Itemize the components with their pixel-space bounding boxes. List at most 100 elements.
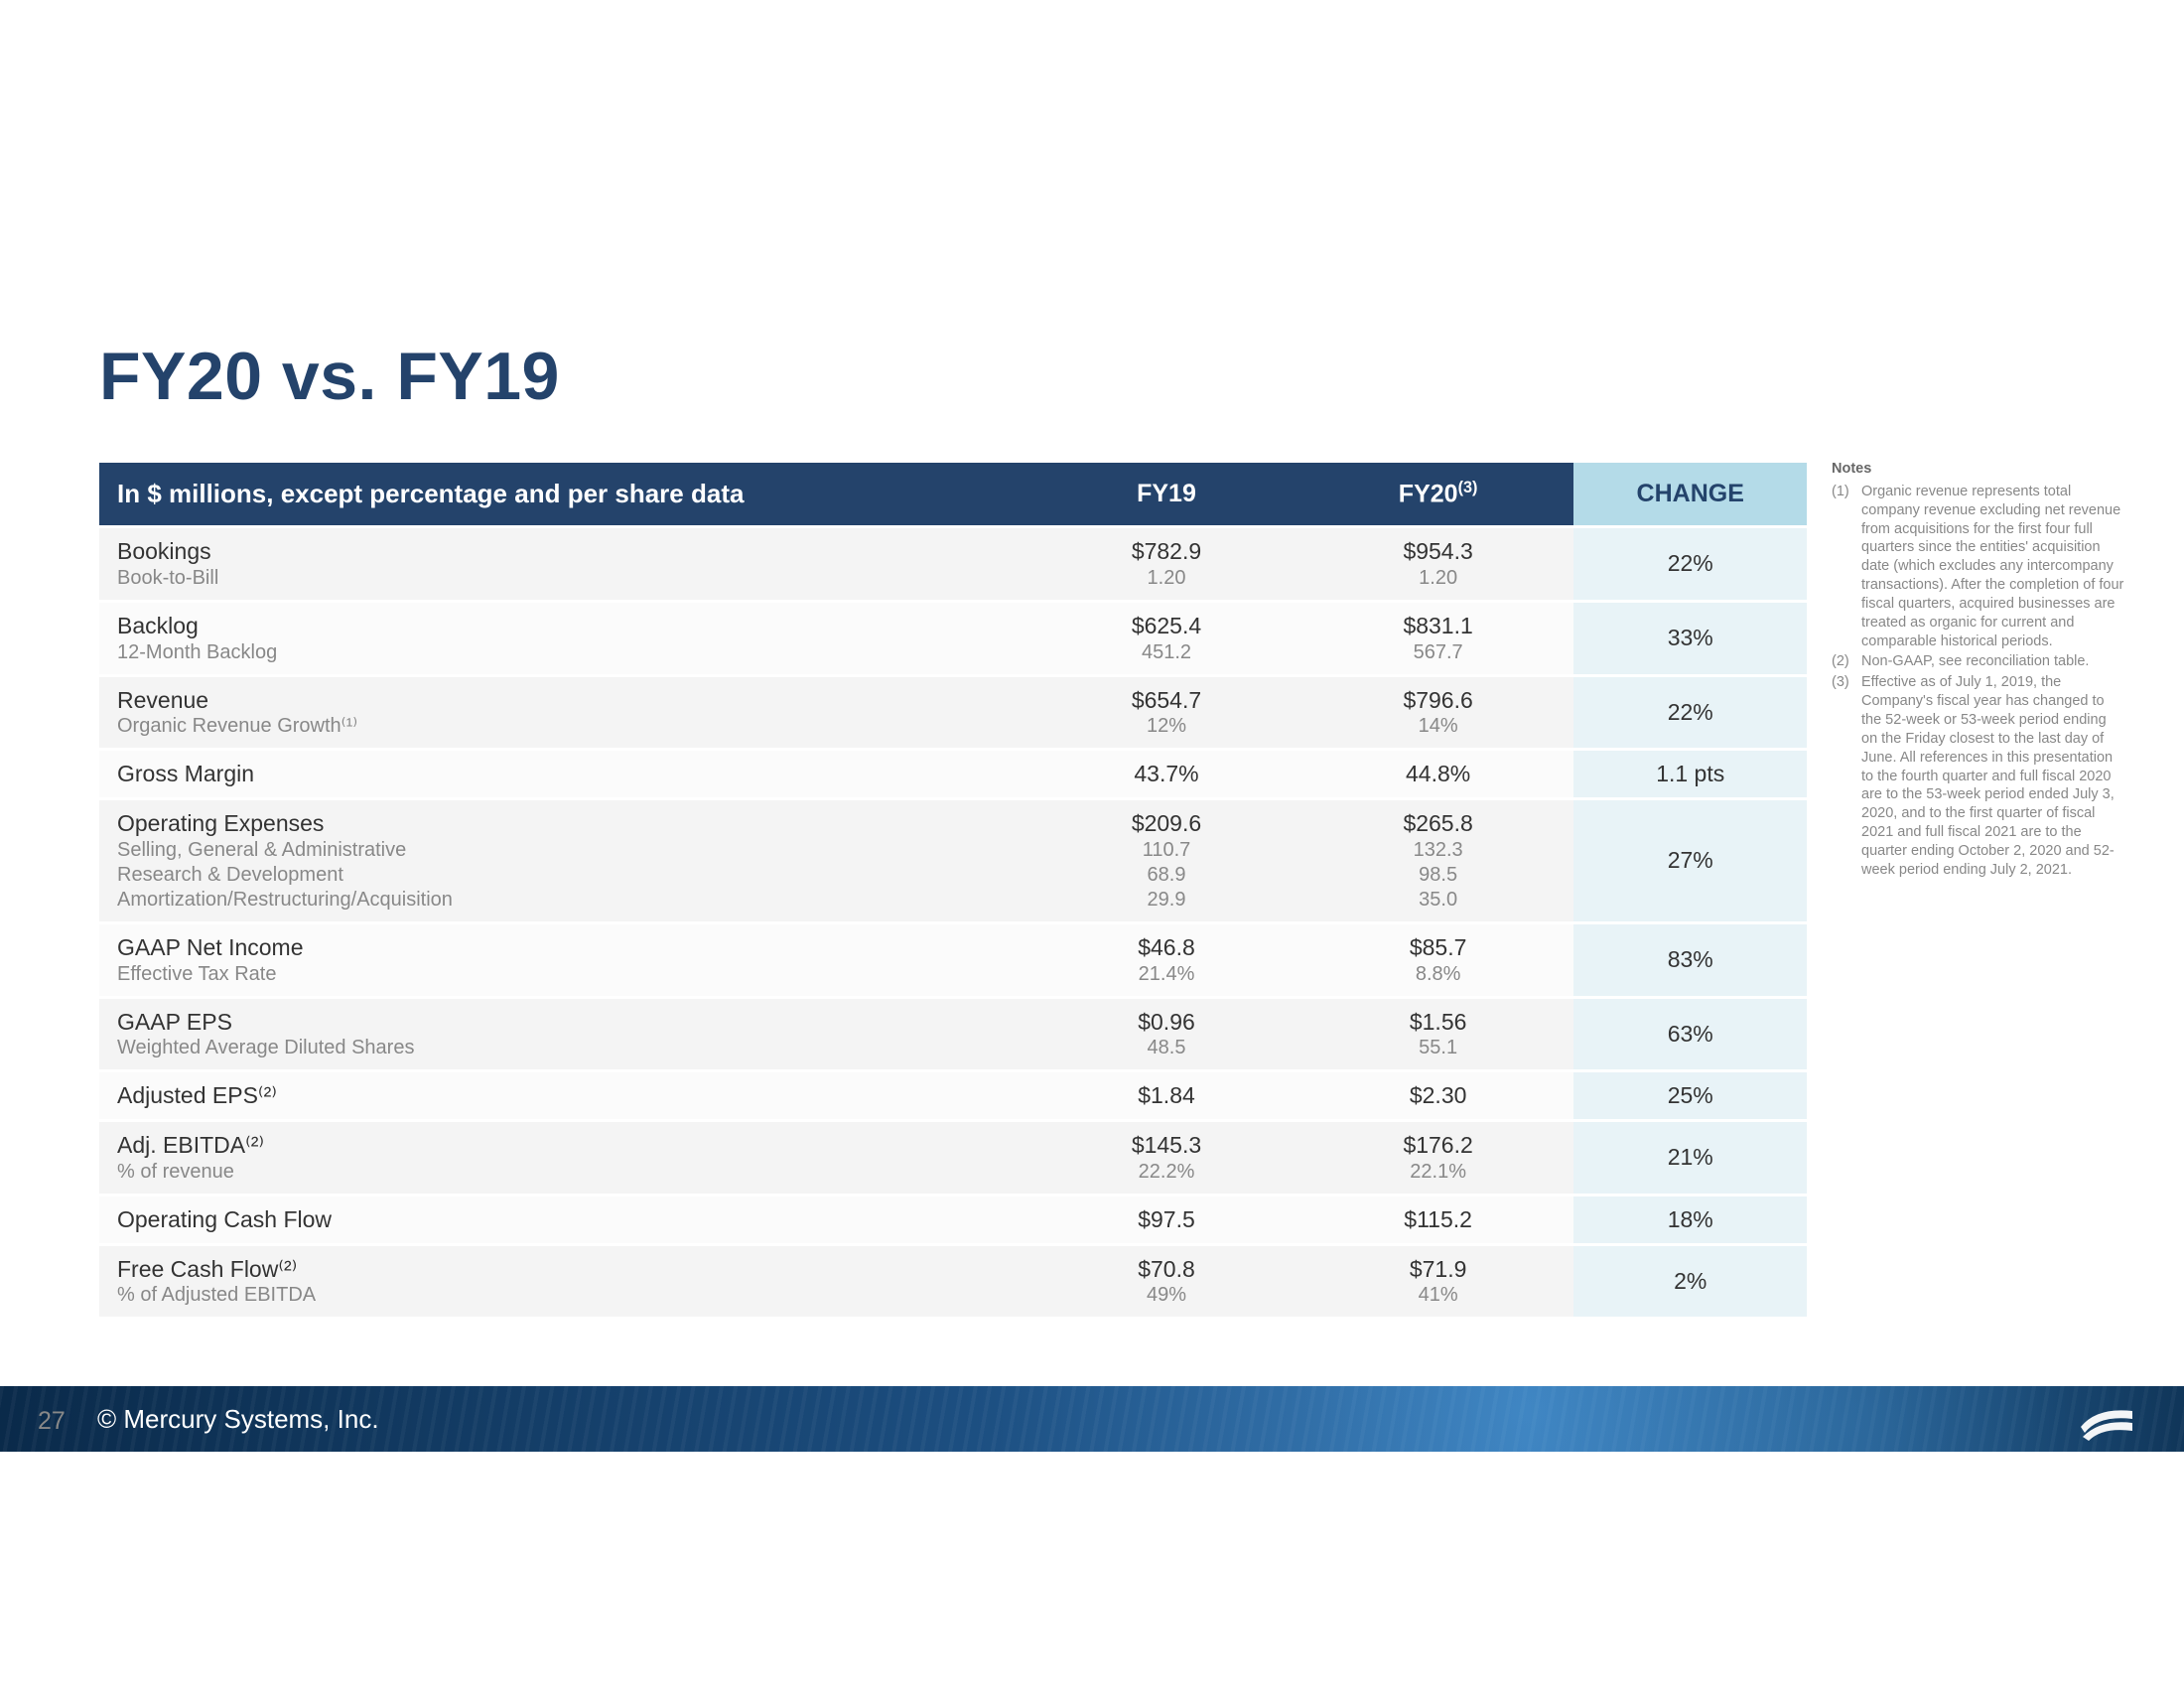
value-sub: 48.5 xyxy=(1042,1036,1291,1060)
fy20-cell: $1.5655.1 xyxy=(1302,999,1574,1070)
fy19-cell: 43.7% xyxy=(1030,751,1302,797)
value-sub: 132.3 xyxy=(1314,838,1563,863)
fy19-cell: $654.712% xyxy=(1030,677,1302,749)
value-main: $265.8 xyxy=(1314,809,1563,838)
row-label: Free Cash Flow⁽²⁾% of Adjusted EBITDA xyxy=(99,1246,1030,1318)
value-sub: 22.2% xyxy=(1042,1160,1291,1185)
fy20-cell: $796.614% xyxy=(1302,677,1574,749)
row-main-label: GAAP Net Income xyxy=(117,934,304,960)
table-body: BookingsBook-to-Bill $782.91.20$954.31.20… xyxy=(99,528,1807,1317)
fy19-cell: $782.91.20 xyxy=(1030,528,1302,600)
fy19-cell: $145.322.2% xyxy=(1030,1122,1302,1194)
row-label: Adj. EBITDA⁽²⁾% of revenue xyxy=(99,1122,1030,1194)
value-sub: 55.1 xyxy=(1314,1036,1563,1060)
fy20-cell: 44.8% xyxy=(1302,751,1574,797)
value-sub: 8.8% xyxy=(1314,962,1563,987)
header-fy19: FY19 xyxy=(1030,463,1302,525)
row-main-label: Gross Margin xyxy=(117,761,254,786)
value-main: $1.84 xyxy=(1042,1081,1291,1110)
notes-list: (1) Organic revenue represents total comp… xyxy=(1832,483,2124,880)
header-fy20-sup: (3) xyxy=(1458,479,1478,496)
row-sub-label: 12-Month Backlog xyxy=(117,640,1019,665)
row-sub-label: Selling, General & Administrative xyxy=(117,838,1019,863)
fy19-cell: $46.821.4% xyxy=(1030,924,1302,996)
change-cell: 27% xyxy=(1573,800,1807,921)
value-sub: 29.9 xyxy=(1042,888,1291,913)
row-main-label: Operating Cash Flow xyxy=(117,1206,332,1232)
table-row: Adj. EBITDA⁽²⁾% of revenue$145.322.2%$17… xyxy=(99,1122,1807,1194)
value-sub: 451.2 xyxy=(1042,640,1291,665)
value-main: $71.9 xyxy=(1314,1255,1563,1284)
table-row: GAAP Net IncomeEffective Tax Rate$46.821… xyxy=(99,924,1807,996)
change-cell: 25% xyxy=(1573,1072,1807,1119)
value-sub: 35.0 xyxy=(1314,888,1563,913)
row-sub-label: Effective Tax Rate xyxy=(117,962,1019,987)
table-row: BookingsBook-to-Bill $782.91.20$954.31.20… xyxy=(99,528,1807,600)
company-copyright: © Mercury Systems, Inc. xyxy=(97,1404,379,1435)
value-main: 44.8% xyxy=(1314,760,1563,788)
table-row: Backlog12-Month Backlog$625.4451.2$831.1… xyxy=(99,603,1807,674)
fy19-cell: $1.84 xyxy=(1030,1072,1302,1119)
table-row: Gross Margin43.7%44.8%1.1 pts xyxy=(99,751,1807,797)
company-logo-icon xyxy=(2079,1397,2134,1441)
value-main: $654.7 xyxy=(1042,686,1291,715)
note-text: Organic revenue represents total company… xyxy=(1861,483,2124,651)
fy20-cell: $265.8132.398.535.0 xyxy=(1302,800,1574,921)
value-sub: 12% xyxy=(1042,714,1291,739)
value-main: $954.3 xyxy=(1314,537,1563,566)
note-number: (3) xyxy=(1832,673,1853,879)
table-row: Free Cash Flow⁽²⁾% of Adjusted EBITDA$70… xyxy=(99,1246,1807,1318)
value-sub: 14% xyxy=(1314,714,1563,739)
table-row: Operating ExpensesSelling, General & Adm… xyxy=(99,800,1807,921)
value-sub: 98.5 xyxy=(1314,863,1563,888)
row-main-label: Bookings xyxy=(117,538,211,564)
note-item: (3) Effective as of July 1, 2019, the Com… xyxy=(1832,673,2124,879)
row-main-label: Adj. EBITDA⁽²⁾ xyxy=(117,1132,264,1158)
header-change: CHANGE xyxy=(1573,463,1807,525)
note-number: (1) xyxy=(1832,483,1853,651)
value-sub: 567.7 xyxy=(1314,640,1563,665)
change-cell: 63% xyxy=(1573,999,1807,1070)
row-label: Operating Cash Flow xyxy=(99,1196,1030,1243)
value-main: $831.1 xyxy=(1314,612,1563,640)
value-main: $70.8 xyxy=(1042,1255,1291,1284)
value-main: $625.4 xyxy=(1042,612,1291,640)
fy19-cell: $209.6110.768.929.9 xyxy=(1030,800,1302,921)
change-cell: 33% xyxy=(1573,603,1807,674)
row-sub-label: Book-to-Bill xyxy=(117,566,1019,591)
note-item: (1) Organic revenue represents total comp… xyxy=(1832,483,2124,651)
page-number: 27 xyxy=(38,1407,66,1436)
row-main-label: GAAP EPS xyxy=(117,1009,232,1035)
header-label: In $ millions, except percentage and per… xyxy=(99,463,1030,525)
fy19-cell: $97.5 xyxy=(1030,1196,1302,1243)
value-main: $209.6 xyxy=(1042,809,1291,838)
row-sub-label: % of revenue xyxy=(117,1160,1019,1185)
note-text: Effective as of July 1, 2019, the Compan… xyxy=(1861,673,2124,879)
fy20-cell: $2.30 xyxy=(1302,1072,1574,1119)
value-main: $782.9 xyxy=(1042,537,1291,566)
change-cell: 18% xyxy=(1573,1196,1807,1243)
fy20-cell: $176.222.1% xyxy=(1302,1122,1574,1194)
table-row: GAAP EPSWeighted Average Diluted Shares $… xyxy=(99,999,1807,1070)
value-main: $2.30 xyxy=(1314,1081,1563,1110)
row-sub-label: % of Adjusted EBITDA xyxy=(117,1283,1019,1308)
row-label: Gross Margin xyxy=(99,751,1030,797)
fy20-cell: $85.78.8% xyxy=(1302,924,1574,996)
fy19-cell: $70.849% xyxy=(1030,1246,1302,1318)
note-number: (2) xyxy=(1832,652,1853,671)
change-cell: 21% xyxy=(1573,1122,1807,1194)
row-label: GAAP Net IncomeEffective Tax Rate xyxy=(99,924,1030,996)
value-main: $85.7 xyxy=(1314,933,1563,962)
value-sub: 41% xyxy=(1314,1283,1563,1308)
row-main-label: Adjusted EPS⁽²⁾ xyxy=(117,1082,277,1108)
value-main: $97.5 xyxy=(1042,1205,1291,1234)
fy20-cell: $954.31.20 xyxy=(1302,528,1574,600)
content-wrap: In $ millions, except percentage and per… xyxy=(0,415,2184,1320)
header-fy20: FY20(3) xyxy=(1302,463,1574,525)
row-sub-label: Weighted Average Diluted Shares xyxy=(117,1036,1019,1060)
table-row: RevenueOrganic Revenue Growth⁽¹⁾$654.712… xyxy=(99,677,1807,749)
value-sub: 22.1% xyxy=(1314,1160,1563,1185)
fy20-cell: $115.2 xyxy=(1302,1196,1574,1243)
table-header-row: In $ millions, except percentage and per… xyxy=(99,463,1807,525)
value-main: $145.3 xyxy=(1042,1131,1291,1160)
